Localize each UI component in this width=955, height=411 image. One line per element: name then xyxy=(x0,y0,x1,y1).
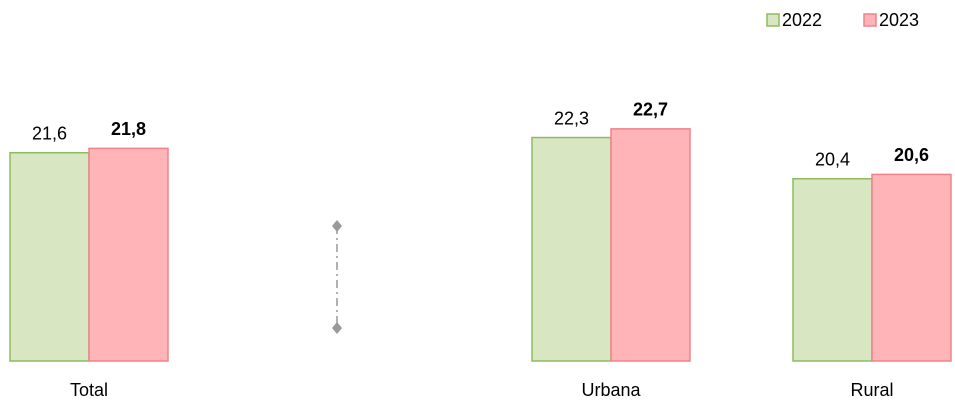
data-label: 22,7 xyxy=(633,100,668,120)
legend-swatch xyxy=(863,13,877,27)
data-label: 21,8 xyxy=(111,119,146,139)
data-label: 20,4 xyxy=(815,150,850,170)
bar xyxy=(88,147,169,362)
legend-label: 2023 xyxy=(879,10,919,30)
x-tick-label: Rural xyxy=(850,380,893,400)
separator-diamond xyxy=(332,220,342,232)
data-label: 21,6 xyxy=(32,123,67,143)
x-tick-label: Urbana xyxy=(581,380,641,400)
data-label: 22,3 xyxy=(554,108,589,128)
bar xyxy=(871,173,952,362)
bar xyxy=(792,178,873,362)
x-tick-label: Total xyxy=(70,380,108,400)
bar xyxy=(610,128,691,362)
data-label: 20,6 xyxy=(894,145,929,165)
bar xyxy=(531,136,612,362)
bar xyxy=(9,151,90,362)
legend-label: 2022 xyxy=(782,10,822,30)
separator-diamond xyxy=(332,322,342,334)
legend-swatch xyxy=(766,13,780,27)
